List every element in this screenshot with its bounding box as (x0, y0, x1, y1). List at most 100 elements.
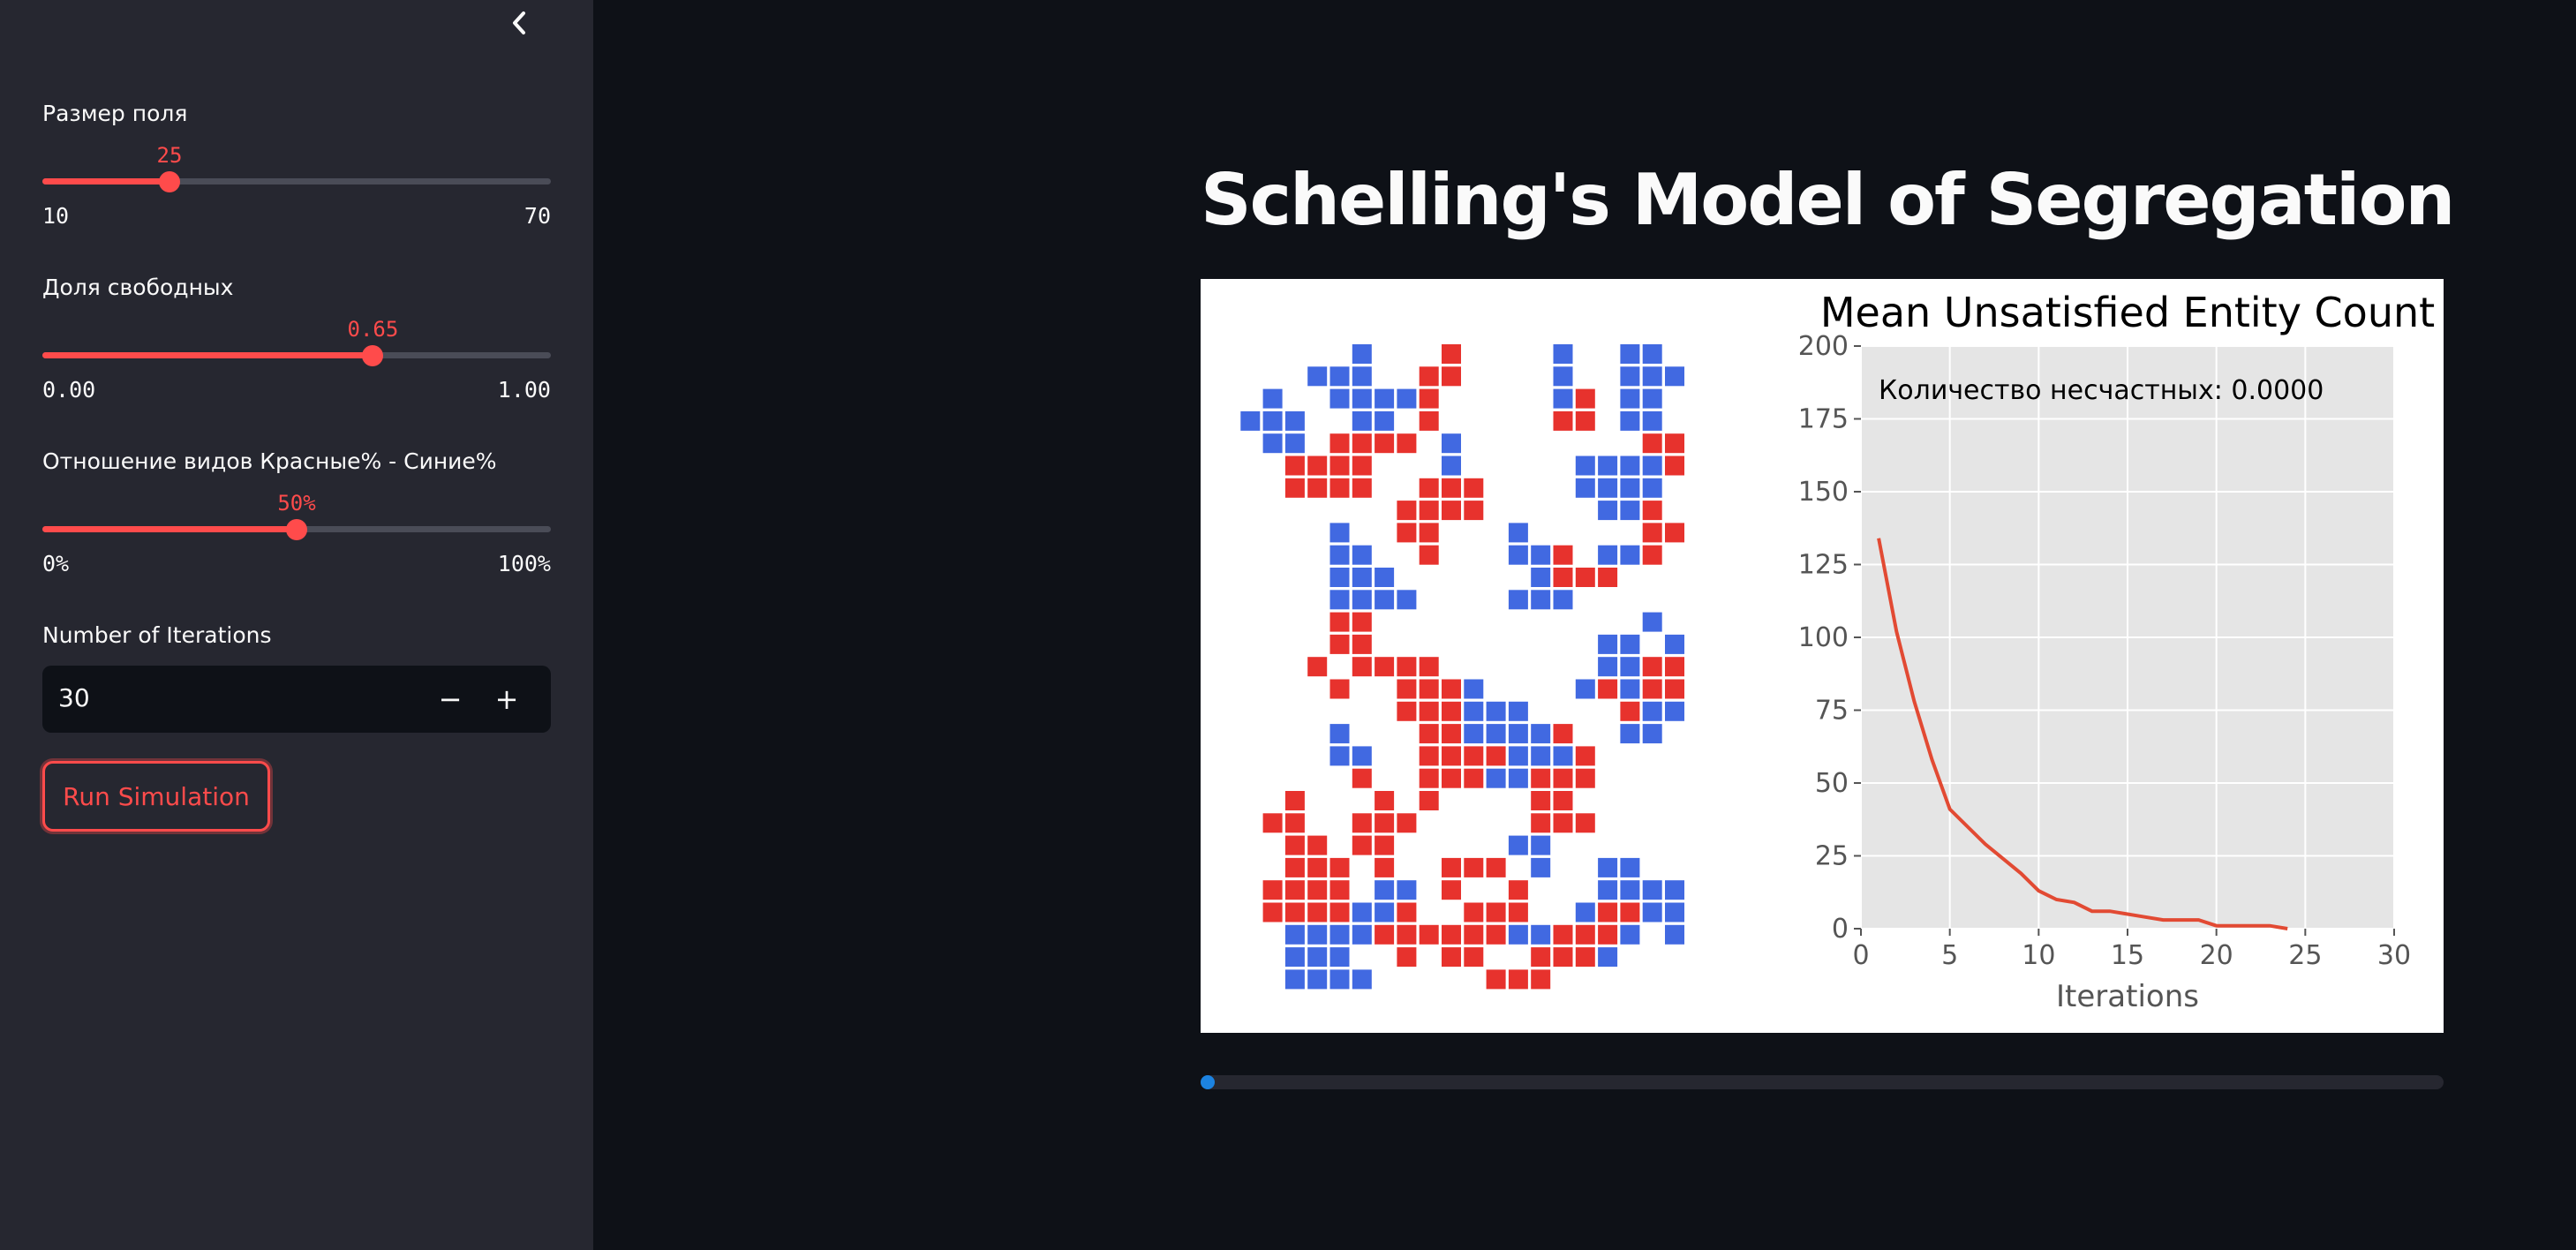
red-agent-cell (1284, 857, 1305, 877)
blue-agent-cell (1307, 947, 1328, 968)
blue-agent-cell (1375, 590, 1395, 610)
red-agent-cell (1575, 568, 1595, 587)
red-agent-cell (1575, 924, 1595, 945)
red-agent-cell (1329, 433, 1350, 454)
blue-agent-cell (1352, 924, 1372, 945)
blue-agent-cell (1307, 924, 1328, 945)
blue-agent-cell (1620, 679, 1640, 699)
red-agent-cell (1284, 902, 1305, 922)
x-tick-label: 10 (2022, 940, 2055, 971)
slider-thumb[interactable] (159, 171, 180, 192)
red-agent-cell (1307, 835, 1328, 855)
empty-share-label: Доля свободных (42, 275, 234, 300)
red-agent-cell (1598, 568, 1618, 587)
blue-agent-cell (1352, 590, 1372, 610)
red-agent-cell (1553, 768, 1573, 788)
blue-agent-cell (1598, 478, 1618, 498)
red-agent-cell (1665, 679, 1684, 699)
blue-agent-cell (1508, 523, 1528, 543)
red-agent-cell (1352, 612, 1372, 632)
red-agent-cell (1442, 880, 1461, 900)
blue-agent-cell (1508, 545, 1528, 565)
blue-agent-cell (1665, 701, 1684, 721)
y-tick-label: 100 (1798, 622, 1849, 653)
red-agent-cell (1464, 768, 1484, 788)
slider-thumb[interactable] (362, 345, 384, 366)
blue-agent-cell (1508, 590, 1528, 610)
red-agent-cell (1307, 456, 1328, 476)
red-agent-cell (1375, 813, 1395, 833)
red-agent-cell (1352, 634, 1372, 654)
blue-agent-cell (1642, 456, 1662, 476)
collapse-sidebar-button[interactable] (503, 5, 535, 41)
blue-agent-cell (1531, 590, 1551, 610)
blue-agent-cell (1642, 478, 1662, 498)
x-tick-label: 30 (2377, 940, 2411, 971)
blue-agent-cell (1284, 924, 1305, 945)
red-agent-cell (1553, 545, 1573, 565)
red-agent-cell (1352, 478, 1372, 498)
red-agent-cell (1307, 902, 1328, 922)
slider-track[interactable] (42, 178, 551, 184)
blue-agent-cell (1464, 679, 1484, 699)
blue-agent-cell (1329, 590, 1350, 610)
blue-agent-cell (1375, 568, 1395, 587)
simulation-figure: 0 5 10 15 20 25 30 0 25 50 75 100 125 150 175 200 Mean … (1201, 279, 2444, 1033)
red-agent-cell (1464, 857, 1484, 877)
red-agent-cell (1531, 947, 1551, 968)
red-agent-cell (1464, 924, 1484, 945)
red-agent-cell (1464, 902, 1484, 922)
blue-agent-cell (1531, 835, 1551, 855)
blue-agent-cell (1642, 724, 1662, 744)
red-agent-cell (1284, 478, 1305, 498)
x-tick-label: 25 (2288, 940, 2322, 971)
red-agent-cell (1284, 791, 1305, 810)
ratio-slider[interactable]: 50% 0% 100% (42, 491, 551, 577)
blue-agent-cell (1620, 366, 1640, 387)
blue-agent-cell (1642, 366, 1662, 387)
blue-agent-cell (1352, 388, 1372, 409)
iterations-stepper[interactable]: 30 + − (42, 666, 551, 733)
slider-fill (42, 526, 297, 532)
red-agent-cell (1575, 768, 1595, 788)
red-agent-cell (1397, 947, 1417, 968)
red-agent-cell (1598, 679, 1618, 699)
red-agent-cell (1375, 433, 1395, 454)
red-agent-cell (1284, 880, 1305, 900)
blue-agent-cell (1620, 857, 1640, 877)
red-agent-cell (1375, 791, 1395, 810)
blue-agent-cell (1486, 701, 1506, 721)
sidebar: Размер поля 25 10 70 Доля свободных 0.65… (0, 0, 593, 1250)
blue-agent-cell (1352, 568, 1372, 587)
iterations-input[interactable]: 30 (58, 683, 90, 712)
red-agent-cell (1486, 902, 1506, 922)
slider-thumb[interactable] (286, 519, 307, 540)
series-line (1877, 538, 2288, 930)
figure-canvas: 0 5 10 15 20 25 30 0 25 50 75 100 125 150 175 200 Mean … (1240, 289, 2435, 1014)
blue-agent-cell (1598, 634, 1618, 654)
blue-agent-cell (1352, 545, 1372, 565)
y-tick-label: 0 (1832, 914, 1849, 945)
red-agent-cell (1419, 478, 1439, 498)
red-agent-cell (1419, 746, 1439, 766)
x-tick-label: 0 (1852, 940, 1869, 971)
blue-agent-cell (1665, 366, 1684, 387)
blue-agent-cell (1329, 568, 1350, 587)
blue-agent-cell (1307, 969, 1328, 990)
red-agent-cell (1442, 857, 1461, 877)
red-agent-cell (1575, 410, 1595, 431)
blue-agent-cell (1352, 969, 1372, 990)
red-agent-cell (1419, 657, 1439, 677)
decrement-button[interactable]: − (438, 682, 463, 716)
field-size-slider[interactable]: 25 10 70 (42, 143, 551, 230)
run-simulation-button[interactable]: Run Simulation (42, 761, 270, 832)
red-agent-cell (1307, 478, 1328, 498)
increment-button[interactable]: + (494, 682, 519, 716)
slider-value: 0.65 (347, 317, 399, 342)
blue-agent-cell (1397, 880, 1417, 900)
red-agent-cell (1307, 657, 1328, 677)
empty-share-slider[interactable]: 0.65 0.00 1.00 (42, 317, 551, 403)
blue-agent-cell (1352, 902, 1372, 922)
page-title: Schelling's Model of Segregation (1201, 159, 2455, 241)
blue-agent-cell (1553, 746, 1573, 766)
